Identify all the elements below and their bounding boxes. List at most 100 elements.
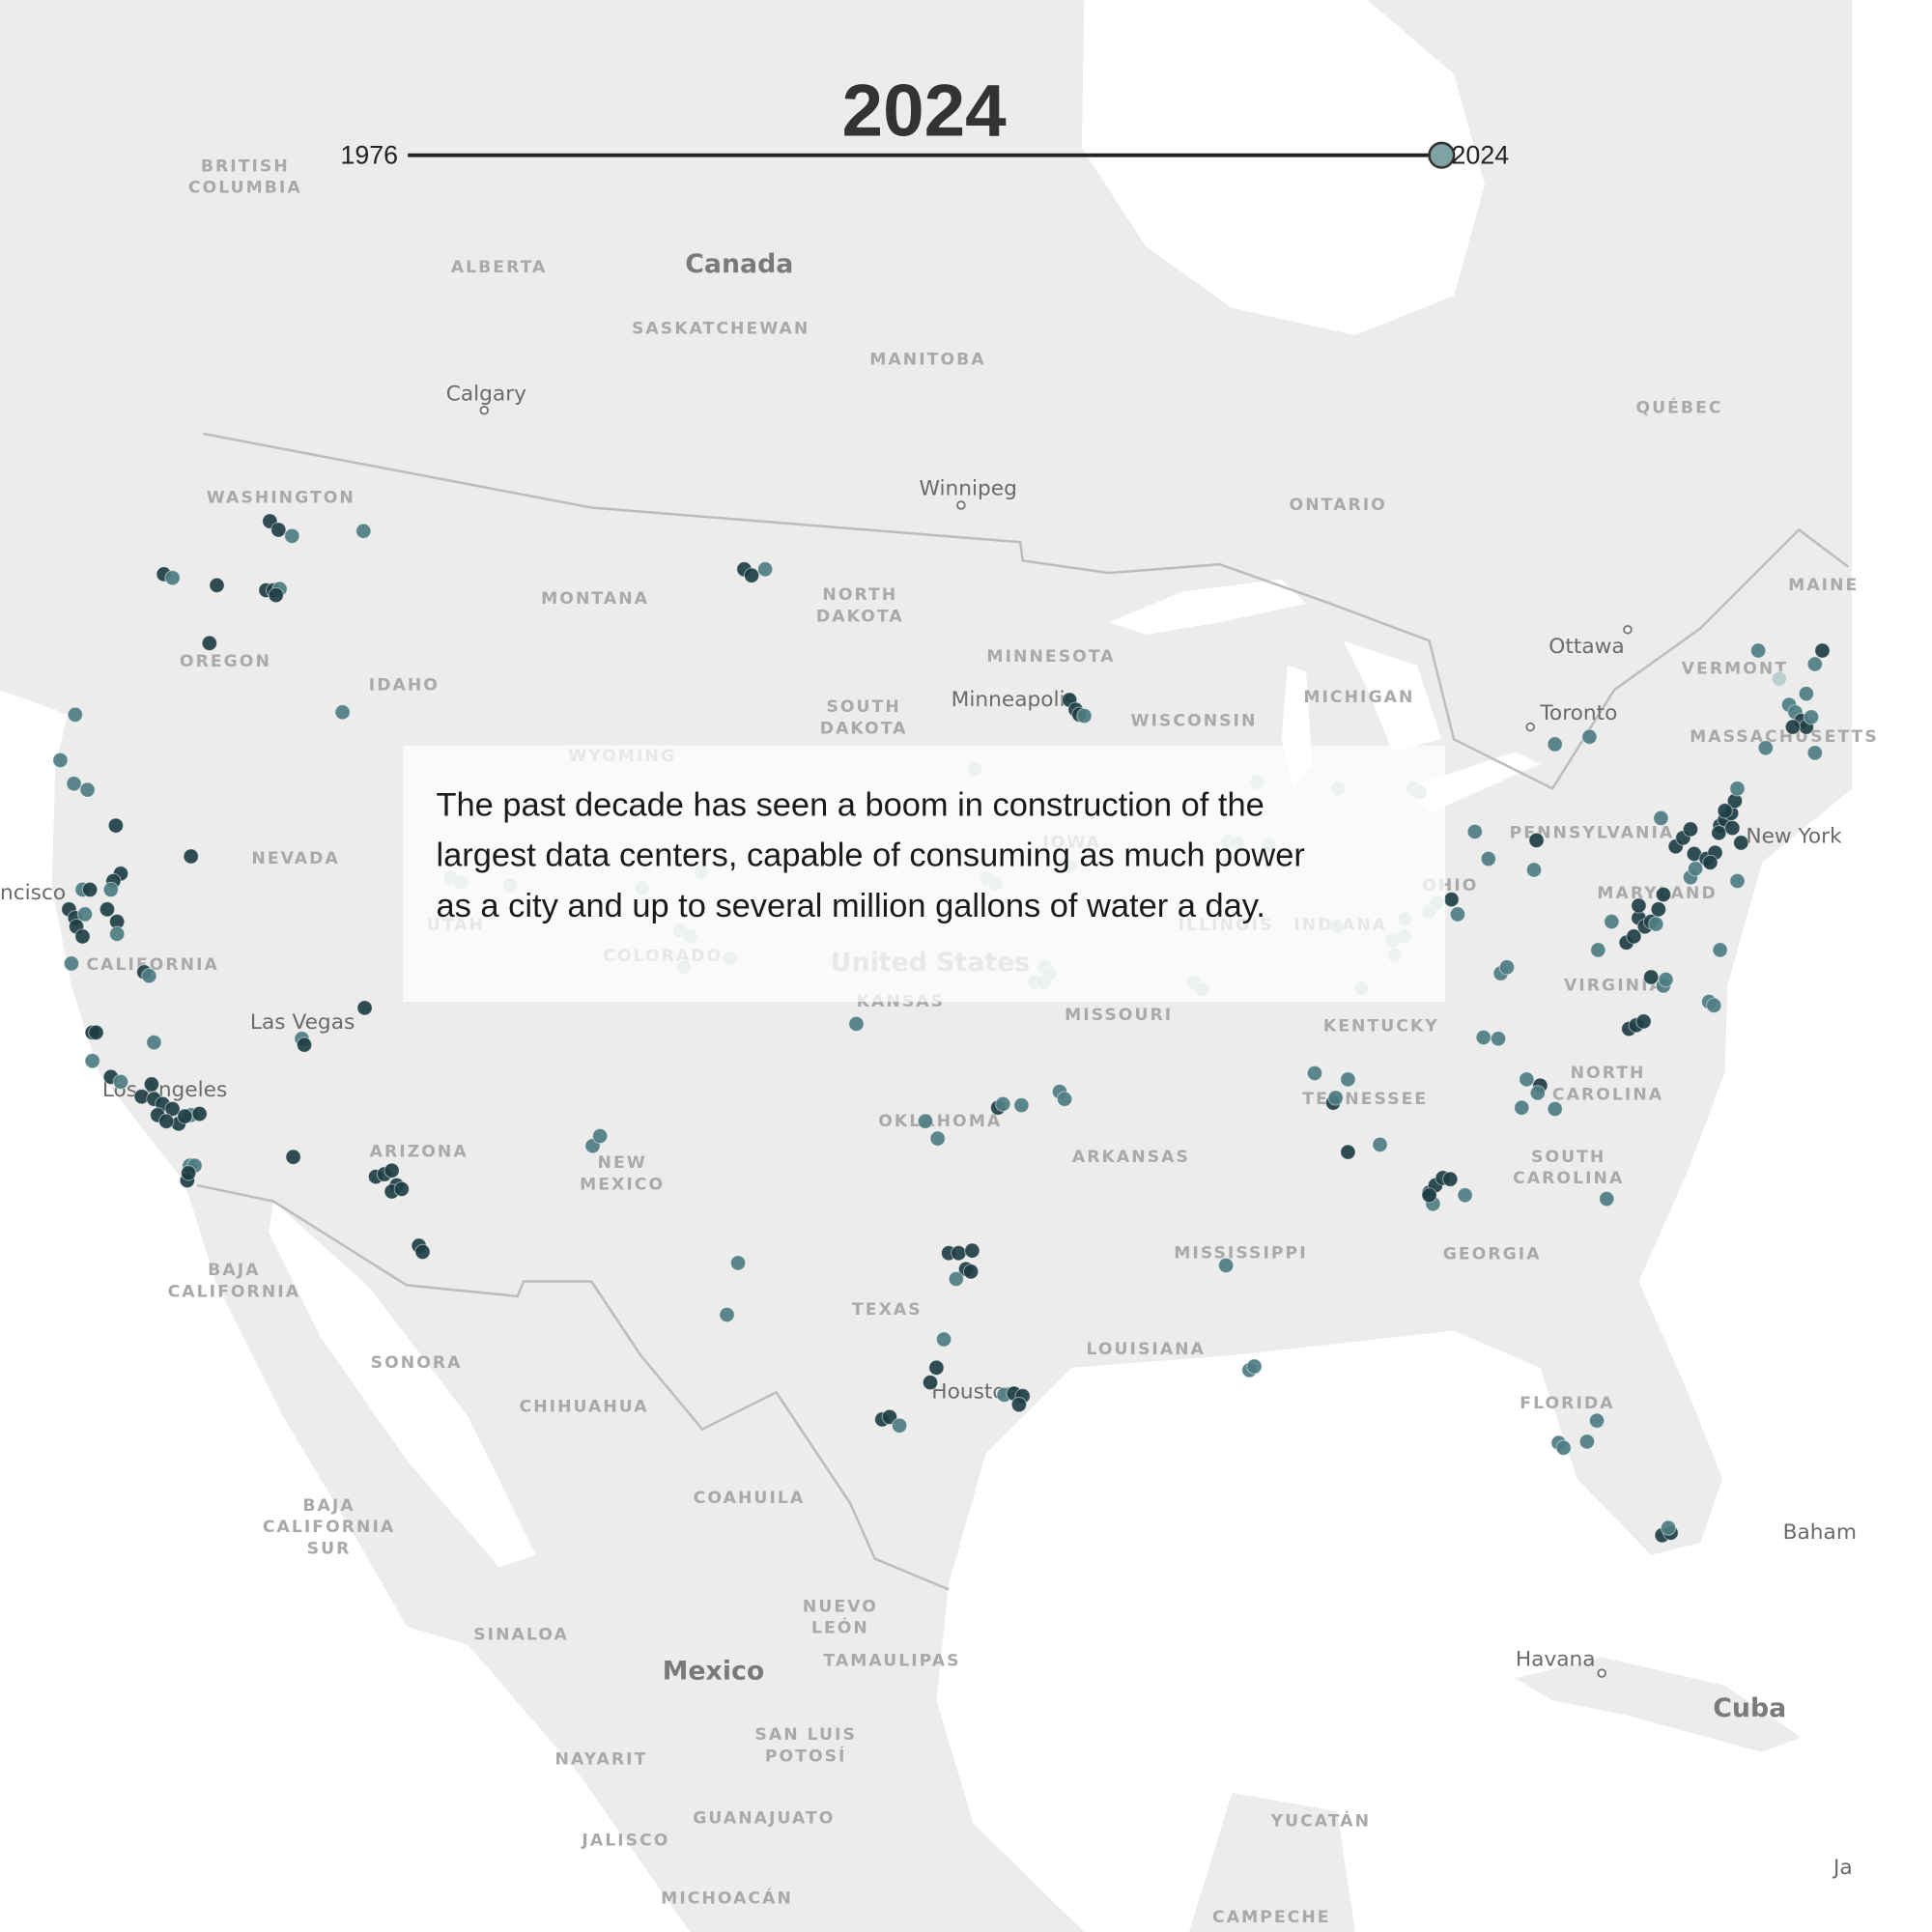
- data-center-dot: [1711, 825, 1727, 841]
- data-center-dot: [1712, 942, 1728, 958]
- data-center-dot: [1578, 1434, 1596, 1450]
- region-label: SASKATCHEWAN: [632, 320, 810, 339]
- caption: The past decade has seen a boom in const…: [437, 786, 1305, 924]
- data-center-dot: [1729, 872, 1746, 890]
- slider-handle[interactable]: [1428, 141, 1456, 169]
- data-center-dot: [592, 1127, 609, 1145]
- data-center-dot: [1604, 913, 1620, 930]
- region-label: CALIFORNIA: [168, 1282, 300, 1301]
- region-label: MAINE: [1788, 576, 1859, 595]
- region-label: NAYARIT: [555, 1750, 648, 1770]
- data-center-dot: [1631, 897, 1647, 914]
- data-center-dot: [270, 522, 287, 538]
- data-center-dot: [1733, 835, 1749, 851]
- data-center-dot: [922, 1374, 939, 1391]
- data-center-dot: [81, 881, 99, 898]
- data-center-dot: [414, 1243, 431, 1261]
- region-label: CAMPECHE: [1212, 1908, 1331, 1927]
- data-center-dot: [99, 901, 116, 918]
- data-center-dot: [209, 577, 225, 594]
- data-center-dot: [1547, 736, 1563, 753]
- region-label: LOUISIANA: [1086, 1340, 1206, 1359]
- data-center-dot: [1650, 901, 1666, 918]
- data-center-dot: [384, 1162, 400, 1179]
- region-label: MINNESOTA: [986, 647, 1115, 667]
- data-center-dot: [191, 1105, 208, 1122]
- region-label: SOUTH: [1531, 1148, 1605, 1167]
- data-center-dot: [107, 817, 125, 834]
- region-label: ARIZONA: [370, 1143, 469, 1162]
- data-center-dot: [1749, 642, 1767, 659]
- region-label: FLORIDA: [1520, 1394, 1614, 1413]
- data-center-dot: [268, 586, 284, 604]
- data-center-dot: [962, 1264, 980, 1280]
- city-label: Calgary: [446, 383, 526, 407]
- data-center-dot: [1340, 1144, 1356, 1160]
- data-center-dot: [285, 1149, 301, 1165]
- region-label: CHIHUAHUA: [520, 1398, 649, 1417]
- data-center-dot: [164, 1100, 181, 1118]
- data-center-dot: [929, 1130, 946, 1147]
- region-label: NEVADA: [251, 849, 339, 868]
- lake-huron: [1343, 640, 1442, 753]
- data-center-dot: [1421, 1187, 1437, 1204]
- data-center-dot: [1588, 1412, 1605, 1429]
- data-center-dot: [1814, 642, 1831, 659]
- region-label: COAHUILA: [694, 1489, 805, 1508]
- data-center-dot: [284, 527, 300, 545]
- region-label: SINALOA: [473, 1626, 569, 1645]
- data-center-dot: [1466, 823, 1483, 840]
- data-center-dot: [102, 881, 119, 898]
- data-center-dot: [1784, 719, 1802, 735]
- data-center-dot: [1340, 1071, 1356, 1088]
- city-marker: [1623, 625, 1633, 635]
- pacific-ocean: [0, 690, 691, 1932]
- region-label: IDAHO: [369, 675, 440, 695]
- region-label: COLUMBIA: [188, 179, 302, 198]
- region-label: GEORGIA: [1443, 1245, 1542, 1264]
- lake-superior: [1108, 579, 1307, 635]
- city-label: Ottawa: [1548, 635, 1624, 659]
- city-label: New York: [1746, 824, 1842, 848]
- slider-start: 1976: [340, 141, 398, 170]
- caption-line: The past decade has seen a boom in const…: [437, 786, 1264, 823]
- data-center-dot: [1635, 1013, 1652, 1030]
- region-label: MASSACHUSETTS: [1690, 727, 1879, 747]
- data-center-dot: [112, 1073, 129, 1091]
- year-title: 2024: [842, 70, 1008, 152]
- data-center-dot: [1803, 709, 1820, 725]
- data-center-dot: [296, 1037, 313, 1053]
- data-center-dot: [917, 1113, 934, 1129]
- data-center-dot: [1547, 1100, 1563, 1118]
- city-label: ncisco: [0, 881, 66, 905]
- data-center-dot: [1648, 916, 1664, 932]
- data-center-dot: [1806, 656, 1823, 672]
- data-center-dot: [1771, 670, 1787, 687]
- data-center-dot: [1498, 959, 1516, 976]
- city-marker: [479, 405, 490, 415]
- data-center-dot: [1581, 728, 1598, 745]
- country-label: Cuba: [1713, 1693, 1786, 1723]
- data-center-dot: [1449, 906, 1466, 923]
- city-label: Baham: [1783, 1520, 1857, 1545]
- gulf-and-atlantic: [936, 788, 1853, 1932]
- region-label: CAROLINA: [1552, 1085, 1663, 1104]
- data-center-dot: [141, 968, 157, 984]
- city-label: Winnipeg: [920, 477, 1017, 501]
- region-label: JALISCO: [581, 1832, 669, 1851]
- data-center-dot: [729, 1255, 747, 1271]
- region-label: MONTANA: [541, 589, 649, 609]
- data-center-dot: [1442, 1171, 1459, 1187]
- region-label: NORTH: [822, 585, 897, 605]
- region-label: PENNSYLVANIA: [1510, 823, 1675, 842]
- region-label: NUEVO: [803, 1597, 878, 1616]
- data-center-dot: [334, 704, 351, 721]
- data-center-dot: [1729, 781, 1746, 797]
- data-center-dot: [891, 1417, 908, 1434]
- region-label: OREGON: [180, 652, 271, 671]
- data-center-dot: [1480, 850, 1496, 867]
- region-label: ALBERTA: [451, 258, 548, 277]
- region-label: WASHINGTON: [207, 488, 355, 507]
- data-center-dot: [1525, 862, 1543, 878]
- caption-line: largest data centers, capable of consumi…: [437, 838, 1305, 874]
